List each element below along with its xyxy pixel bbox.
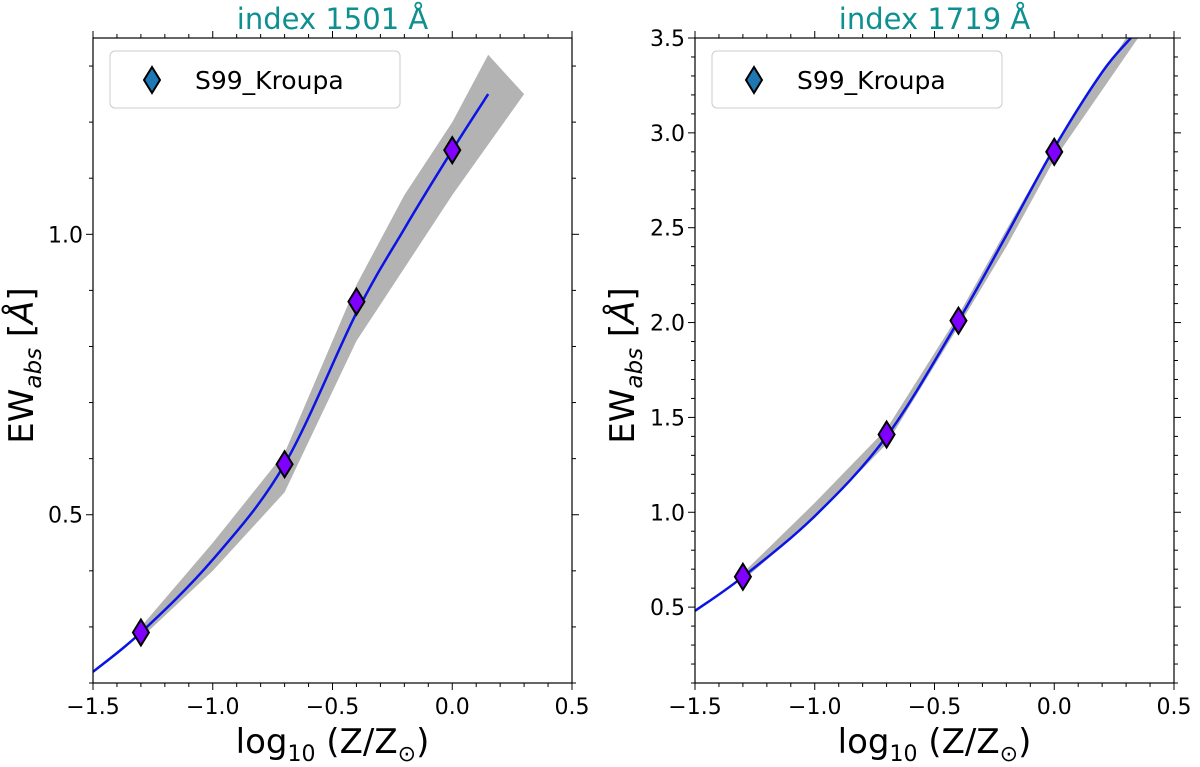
y-tick-label: 2.0 [650,312,685,337]
x-label-part: (Z/Z [918,722,1000,762]
data-point-3 [443,135,462,166]
data-point-2 [949,305,968,336]
x-label-subscript: ⊙ [398,742,416,767]
legend: S99_Kroupa [711,50,1003,109]
plot-area [695,38,1139,612]
legend-marker [744,65,764,95]
y-tick-label: 3.0 [650,122,685,147]
y-tick-label: 0.5 [48,504,83,529]
plot-area [93,54,525,673]
fit-curve [93,93,490,673]
y-label-part: [ [603,324,643,348]
chart-index-1719: −1.5 −1.0 −0.5 0.0 0.5 0.5 1.0 1.5 2.0 2.5 3.0 3.5 i… [602,2,1192,767]
data-point-0 [733,561,753,592]
chart-index-1501: −1.5 −1.0 −0.5 0.0 0.5 0.5 1.0 index 1501 Å log1… [1,2,590,767]
x-label-subscript: ⊙ [1000,742,1018,767]
data-point-1 [877,419,896,450]
y-label-part: Å [602,301,643,326]
y-tick-label: 0.5 [650,596,685,621]
uncertainty-band [742,38,1139,581]
y-label-part: EW [603,389,643,444]
data-point-2 [347,286,366,317]
y-axis-label: EWabs [Å] [602,287,648,443]
x-tick-label: −0.5 [306,695,359,720]
legend-box [109,50,401,109]
y-tick-label: 1.5 [650,406,685,431]
y-tick-label: 3.5 [650,27,685,52]
y-label-part: EW [2,389,42,444]
x-tick-label: −1.5 [66,695,119,720]
x-label-part: ) [416,722,429,762]
x-axis-label: log10 (Z/Z⊙) [236,722,430,767]
y-label-subscript: abs [21,348,47,389]
y-tick-label: 1.0 [48,223,83,248]
x-tick-label: −1.0 [186,695,239,720]
x-tick-label: 0.5 [555,695,590,720]
y-tick-label: 1.0 [650,501,685,526]
data-point-1 [275,449,294,480]
data-point-3 [1045,136,1064,167]
x-tick-label: 0.0 [1037,695,1072,720]
data-point-0 [131,617,151,648]
x-label-part: log [236,722,288,762]
legend-label: S99_Kroupa [797,66,946,95]
fit-curve [695,38,1132,612]
x-tick-label: −0.5 [908,695,961,720]
legend: S99_Kroupa [109,50,401,109]
x-label-part: log [838,722,890,762]
legend-marker [142,65,162,95]
x-tick-label: −1.0 [788,695,841,720]
y-label-subscript: abs [622,348,648,389]
x-tick-label: 0.0 [435,695,470,720]
x-label-subscript: 10 [890,742,918,767]
chart-title: index 1719 Å [839,2,1031,36]
y-label-part: Å [1,301,42,326]
x-label-subscript: 10 [288,742,316,767]
uncertainty-band [140,54,525,639]
y-axis-label: EWabs [Å] [1,287,47,443]
x-label-part: ) [1018,722,1031,762]
legend-box [711,50,1003,109]
y-label-part: ] [2,287,42,300]
chart-title: index 1501 Å [237,2,429,36]
y-tick-label: 2.5 [650,217,685,242]
x-axis-label: log10 (Z/Z⊙) [838,722,1032,767]
x-tick-label: −1.5 [668,695,721,720]
y-label-part: [ [2,324,42,348]
y-label-part: ] [603,287,643,300]
x-tick-label: 0.5 [1157,695,1192,720]
x-label-part: (Z/Z [316,722,398,762]
legend-label: S99_Kroupa [195,66,344,95]
